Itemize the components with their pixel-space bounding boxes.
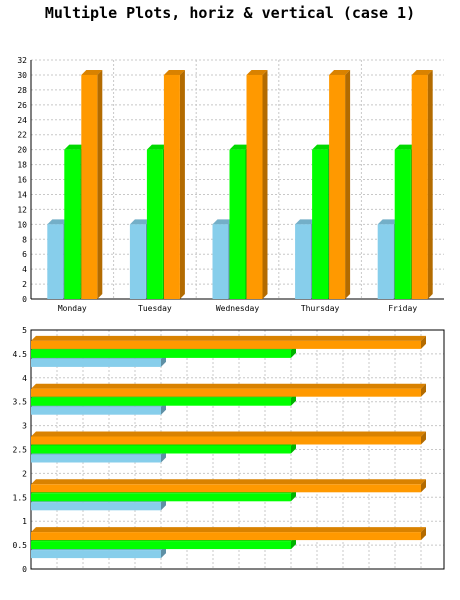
bar	[31, 388, 421, 397]
bar	[31, 397, 291, 406]
y-tick-label: 26	[17, 101, 27, 110]
bar-side-face	[421, 431, 426, 445]
bar	[31, 406, 161, 415]
bar-top-face	[146, 144, 168, 150]
bar-side-face	[345, 69, 351, 299]
bar-top-face	[411, 69, 433, 75]
chart-title: Multiple Plots, horiz & vertical (case 1…	[44, 4, 416, 22]
bar-top-face	[329, 69, 351, 75]
y-tick-label: 10	[17, 220, 27, 229]
bar	[31, 349, 291, 358]
bar	[295, 224, 312, 299]
bar	[31, 502, 161, 511]
y-tick-label: 2	[22, 280, 27, 289]
y-tick-label: 0	[22, 565, 27, 574]
y-tick-label: 4.5	[13, 350, 28, 359]
bar-top-face	[394, 144, 416, 150]
bar	[31, 550, 161, 559]
y-tick-label: 3.5	[13, 398, 28, 407]
horizontal-bar-plot: 0 0.5 1 1.5 2 2.5 3 3.5 4 4.5 5	[13, 326, 445, 574]
bar-side-face	[421, 527, 426, 541]
bar-top-face	[295, 219, 317, 225]
bar-top-face	[31, 335, 426, 341]
y-tick-label: 0.5	[13, 541, 28, 550]
y-tick-label: 5	[22, 326, 27, 335]
bar	[377, 224, 394, 299]
bar	[81, 74, 98, 299]
bar	[31, 541, 291, 550]
y-tick-label: 4	[22, 374, 27, 383]
bar-top-face	[47, 219, 69, 225]
bar-side-face	[421, 335, 426, 349]
x-tick-label: Friday	[388, 304, 417, 313]
bar-side-face	[97, 69, 103, 299]
bar-top-face	[212, 219, 234, 225]
y-tick-label: 0	[22, 295, 27, 304]
x-tick-label: Monday	[58, 304, 87, 313]
bar-top-face	[377, 219, 399, 225]
y-tick-label: 3	[22, 422, 27, 431]
bar	[64, 149, 81, 299]
bar	[229, 149, 246, 299]
bar	[31, 454, 161, 463]
y-tick-label: 14	[17, 190, 27, 199]
y-tick-label: 32	[17, 56, 27, 65]
bar	[411, 74, 428, 299]
bar	[329, 74, 346, 299]
bar	[146, 149, 163, 299]
bar	[31, 436, 421, 445]
bar-top-face	[312, 144, 334, 150]
bar-top-face	[163, 69, 185, 75]
bar	[47, 224, 64, 299]
x-tick-label: Thursday	[301, 304, 340, 313]
bar-side-face	[421, 479, 426, 493]
bar	[31, 358, 161, 367]
bar-top-face	[229, 144, 251, 150]
bar-top-face	[31, 383, 426, 389]
x-tick-label: Tuesday	[138, 304, 172, 313]
y-tick-label: 22	[17, 131, 27, 140]
bar-side-face	[179, 69, 185, 299]
y-tick-label: 16	[17, 176, 27, 185]
bar-side-face	[421, 383, 426, 397]
y-tick-label: 4	[22, 265, 27, 274]
bar-top-face	[31, 527, 426, 533]
bar-top-face	[246, 69, 268, 75]
bar	[312, 149, 329, 299]
y-tick-label: 2	[22, 469, 27, 478]
y-tick-label: 1.5	[13, 493, 28, 502]
y-tick-label: 30	[17, 71, 27, 80]
y-tick-label: 6	[22, 250, 27, 259]
y-tick-label: 12	[17, 205, 27, 214]
y-tick-label: 2.5	[13, 446, 28, 455]
bar-top-face	[81, 69, 103, 75]
y-tick-label: 18	[17, 161, 27, 170]
bar	[163, 74, 180, 299]
bar-top-face	[129, 219, 151, 225]
x-tick-label: Wednesday	[216, 304, 260, 313]
bar-top-face	[64, 144, 86, 150]
y-tick-label: 24	[17, 116, 27, 125]
bar	[31, 493, 291, 502]
bar-top-face	[31, 479, 426, 485]
bar	[31, 340, 421, 349]
bar	[31, 484, 421, 493]
y-tick-label: 1	[22, 517, 27, 526]
bar-side-face	[427, 69, 433, 299]
y-tick-label: 20	[17, 146, 27, 155]
y-tick-label: 8	[22, 235, 27, 244]
bar	[31, 532, 421, 541]
bar	[129, 224, 146, 299]
bar	[246, 74, 263, 299]
bar	[212, 224, 229, 299]
y-tick-label: 28	[17, 86, 27, 95]
bar-side-face	[262, 69, 268, 299]
bar	[31, 445, 291, 454]
bar-top-face	[31, 431, 426, 437]
bar	[394, 149, 411, 299]
